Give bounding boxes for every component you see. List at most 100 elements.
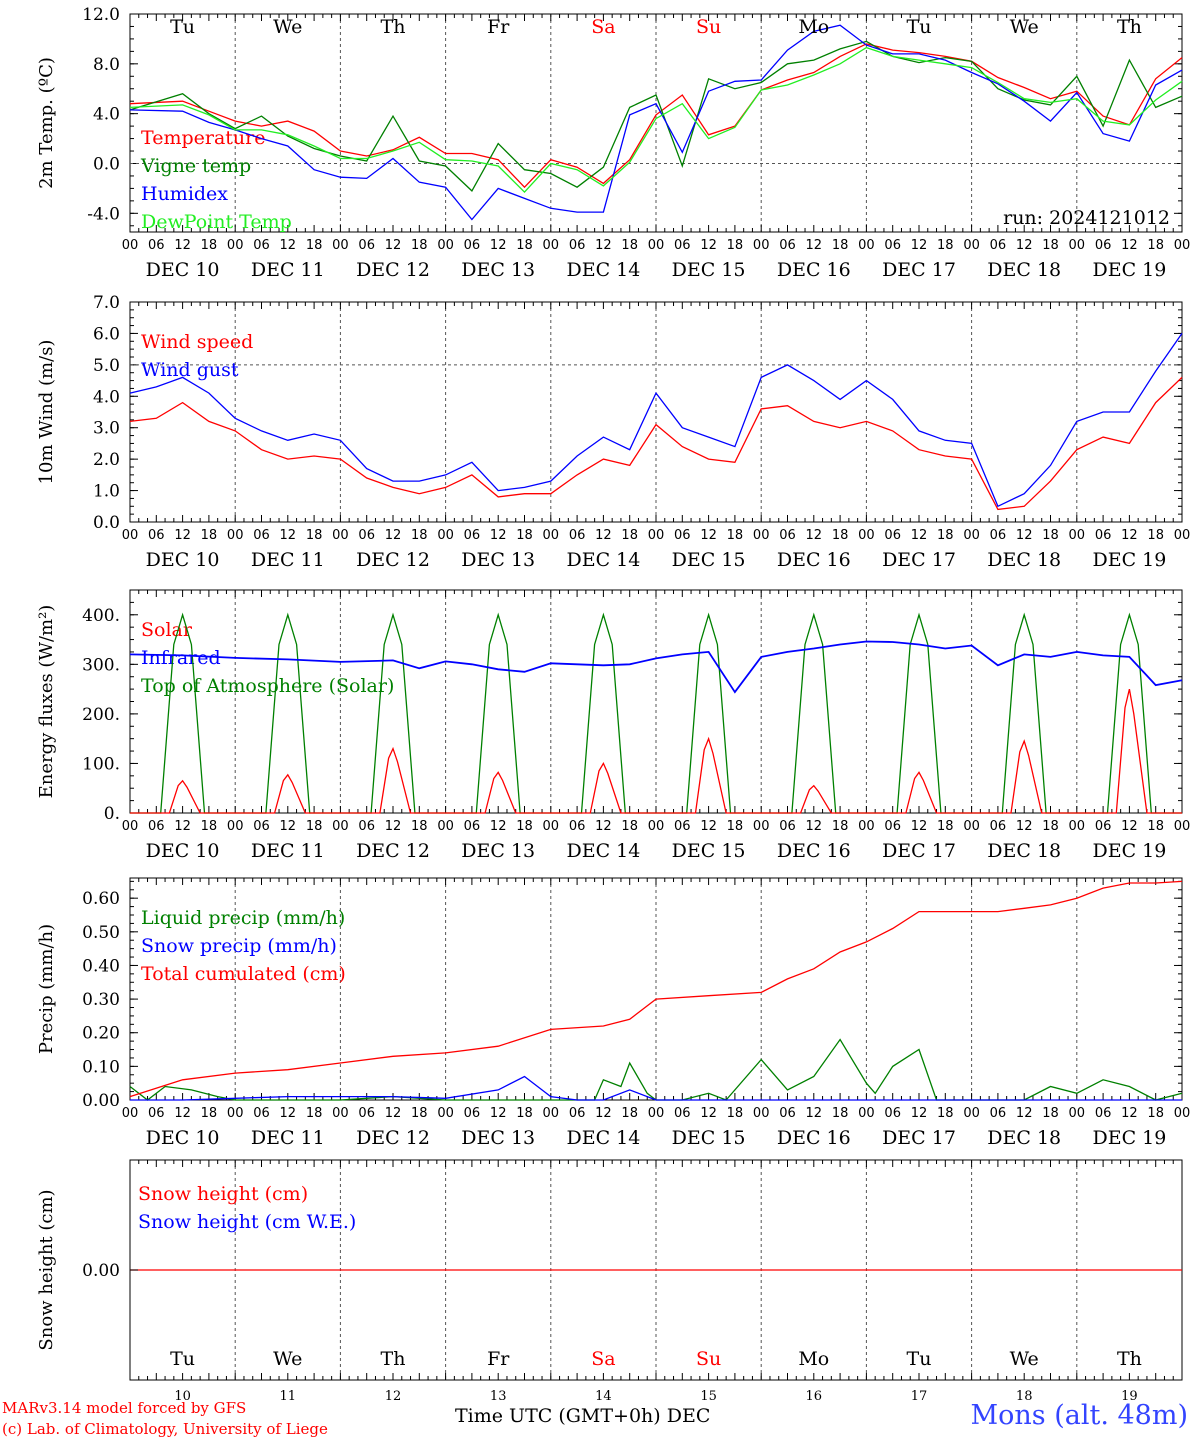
wind-hour-tick-label: 18 xyxy=(1147,528,1164,543)
energy-hour-tick-label: 06 xyxy=(569,819,586,834)
energy-hour-tick-label: 18 xyxy=(201,819,218,834)
energy-hour-tick-label: 00 xyxy=(858,819,875,834)
energy-hour-tick-label: 18 xyxy=(621,819,638,834)
precip-hour-tick-label: 12 xyxy=(1016,1106,1033,1121)
energy-hour-tick-label: 12 xyxy=(700,819,717,834)
wind-hour-tick-label: 06 xyxy=(1095,528,1112,543)
precip-hour-tick-label: 18 xyxy=(937,1106,954,1121)
snow-day-number: 15 xyxy=(700,1389,717,1404)
wind-hour-tick-label: 06 xyxy=(674,528,691,543)
precip-hour-tick-label: 12 xyxy=(806,1106,823,1121)
temp-y-tick-label: 4.0 xyxy=(93,105,120,125)
energy-hour-tick-label: 00 xyxy=(543,819,560,834)
temp-y-tick-label: 0.0 xyxy=(93,154,120,174)
wind-hour-tick-label: 00 xyxy=(227,528,244,543)
precip-hour-tick-label: 00 xyxy=(963,1106,980,1121)
temp-weekday-label: Sa xyxy=(591,16,615,38)
precip-hour-tick-label: 18 xyxy=(621,1106,638,1121)
energy-y-tick-label: 300. xyxy=(82,655,120,675)
temp-date-label: DEC 16 xyxy=(777,259,851,281)
snow-weekday-label: Tu xyxy=(907,1348,932,1370)
energy-solar-line xyxy=(130,688,1182,814)
snow-weekday-label: We xyxy=(1010,1348,1039,1370)
wind-hour-tick-label: 00 xyxy=(858,528,875,543)
wind-hour-tick-label: 12 xyxy=(174,528,191,543)
energy-hour-tick-label: 12 xyxy=(174,819,191,834)
precip-date-label: DEC 15 xyxy=(672,1127,746,1149)
snow-day-number: 12 xyxy=(385,1389,402,1404)
wind-date-label: DEC 14 xyxy=(566,549,640,571)
wind-hour-tick-label: 12 xyxy=(1016,528,1033,543)
wind-y-tick-label: 2.0 xyxy=(93,450,120,470)
energy-date-label: DEC 15 xyxy=(672,840,746,862)
temp-hour-tick-label: 12 xyxy=(174,238,191,253)
wind-y-tick-label: 6.0 xyxy=(93,324,120,344)
wind-hour-tick-label: 12 xyxy=(806,528,823,543)
precip-date-label: DEC 12 xyxy=(356,1127,430,1149)
energy-legend-item: Infrared xyxy=(141,647,221,669)
precip-date-label: DEC 16 xyxy=(777,1127,851,1149)
snow-weekday-label: Th xyxy=(1117,1348,1142,1370)
energy-hour-tick-label: 06 xyxy=(779,819,796,834)
precip-hour-tick-label: 06 xyxy=(148,1106,165,1121)
snow-weekday-label: Tu xyxy=(170,1348,195,1370)
wind-date-label: DEC 13 xyxy=(461,549,535,571)
energy-hour-tick-label: 12 xyxy=(1121,819,1138,834)
wind-hour-tick-label: 00 xyxy=(543,528,560,543)
energy-hour-tick-label: 06 xyxy=(674,819,691,834)
temp-date-label: DEC 14 xyxy=(566,259,640,281)
wind-hour-tick-label: 06 xyxy=(253,528,270,543)
precip-hour-tick-label: 18 xyxy=(1147,1106,1164,1121)
energy-hour-tick-label: 00 xyxy=(648,819,665,834)
precip-date-label: DEC 14 xyxy=(566,1127,640,1149)
wind-hour-tick-label: 12 xyxy=(280,528,297,543)
snow-weekday-label: Sa xyxy=(591,1348,615,1370)
wind-hour-tick-label: 00 xyxy=(332,528,349,543)
energy-hour-tick-label: 18 xyxy=(727,819,744,834)
temp-series-line xyxy=(129,43,1183,189)
precip-hour-tick-label: 18 xyxy=(516,1106,533,1121)
wind-hour-tick-label: 12 xyxy=(595,528,612,543)
wind-date-label: DEC 17 xyxy=(882,549,956,571)
precip-hour-tick-label: 06 xyxy=(358,1106,375,1121)
temp-hour-tick-label: 12 xyxy=(595,238,612,253)
snow-y-axis-label: Snow height (cm) xyxy=(36,1189,57,1350)
snow-day-number: 11 xyxy=(280,1389,297,1404)
wind-series-line xyxy=(129,376,1183,511)
wind-hour-tick-label: 18 xyxy=(306,528,323,543)
wind-hour-tick-label: 06 xyxy=(569,528,586,543)
wind-hour-tick-label: 12 xyxy=(490,528,507,543)
wind-date-label: DEC 19 xyxy=(1092,549,1166,571)
energy-date-label: DEC 12 xyxy=(356,840,430,862)
temp-date-label: DEC 10 xyxy=(146,259,220,281)
temp-date-label: DEC 13 xyxy=(461,259,535,281)
wind-hour-tick-label: 18 xyxy=(411,528,428,543)
precip-y-tick-label: 0.00 xyxy=(82,1091,120,1111)
temp-series-line xyxy=(129,24,1183,221)
precip-hour-tick-label: 18 xyxy=(832,1106,849,1121)
energy-hour-tick-label: 06 xyxy=(1095,819,1112,834)
temp-hour-tick-label: 00 xyxy=(1174,238,1191,253)
wind-hour-tick-label: 00 xyxy=(1174,528,1191,543)
temp-hour-tick-label: 18 xyxy=(1147,238,1164,253)
energy-hour-tick-label: 06 xyxy=(464,819,481,834)
wind-hour-tick-label: 18 xyxy=(832,528,849,543)
wind-hour-tick-label: 18 xyxy=(937,528,954,543)
temp-hour-tick-label: 00 xyxy=(648,238,665,253)
precip-date-label: DEC 10 xyxy=(146,1127,220,1149)
energy-date-label: DEC 16 xyxy=(777,840,851,862)
temp-hour-tick-label: 18 xyxy=(621,238,638,253)
energy-hour-tick-label: 00 xyxy=(122,819,139,834)
temp-weekday-label: Mo xyxy=(798,16,829,38)
energy-hour-tick-label: 12 xyxy=(280,819,297,834)
energy-hour-tick-label: 12 xyxy=(806,819,823,834)
lab-credit: (c) Lab. of Climatology, University of L… xyxy=(2,1420,328,1438)
energy-hour-tick-label: 18 xyxy=(1147,819,1164,834)
wind-hour-tick-label: 18 xyxy=(727,528,744,543)
temp-hour-tick-label: 12 xyxy=(806,238,823,253)
energy-hour-tick-label: 00 xyxy=(1174,819,1191,834)
temp-legend-item: Vigne temp xyxy=(140,155,251,177)
energy-infrared-line xyxy=(129,640,1183,694)
wind-hour-tick-label: 18 xyxy=(621,528,638,543)
energy-hour-tick-label: 18 xyxy=(832,819,849,834)
